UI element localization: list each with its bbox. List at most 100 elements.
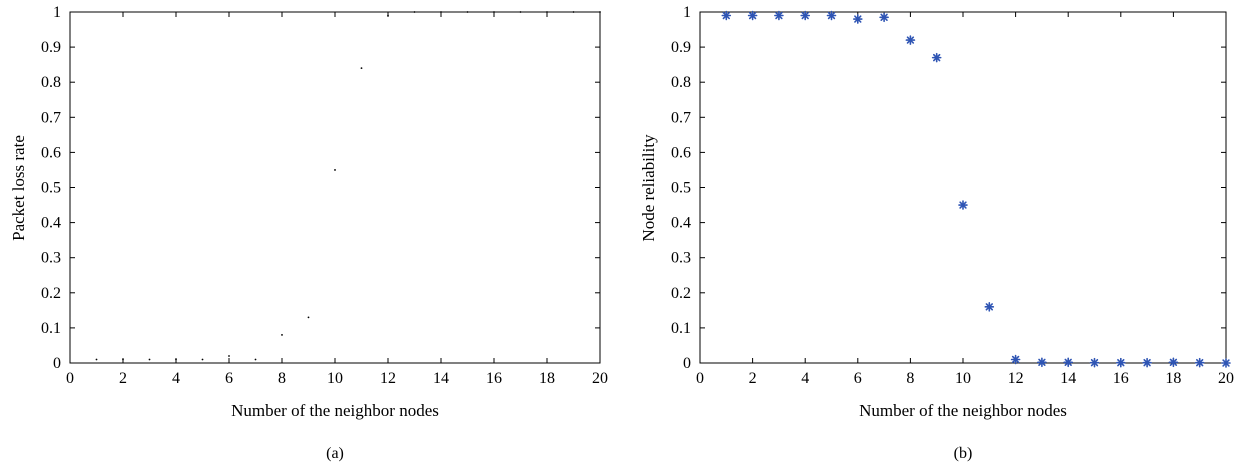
data-point (307, 316, 310, 319)
y-tick-label: 0.6 (41, 144, 61, 161)
y-tick-label: 1 (683, 4, 691, 21)
y-tick-label: 0.1 (671, 320, 691, 337)
data-point (1142, 357, 1152, 368)
y-tick-label: 0.7 (671, 109, 691, 126)
x-tick-label: 12 (1008, 370, 1024, 387)
data-point (466, 11, 469, 13)
y-tick-label: 0.5 (671, 180, 691, 197)
y-tick-label: 0.9 (671, 39, 691, 56)
data-point (1037, 357, 1047, 368)
x-axis-label-a: Number of the neighbor nodes (231, 401, 439, 420)
x-tick-label: 14 (1060, 370, 1076, 387)
data-point (1194, 357, 1205, 368)
data-point (493, 11, 495, 13)
caption-a: (a) (326, 445, 344, 462)
data-point (1116, 357, 1126, 368)
x-tick-label: 4 (801, 370, 809, 387)
chart-panel-a: 0 2 4 6 8 10 12 14 16 18 20 0 0.1 0.2 0.3 0.4 0.5 0.6 0.7 0… (9, 4, 608, 462)
data-point (599, 11, 601, 13)
data-point (931, 52, 942, 63)
data-point (440, 11, 442, 13)
caption-b: (b) (954, 445, 973, 462)
chart-panel-b: 0 2 4 6 8 10 12 14 16 18 20 0 0.1 0.2 0.3 0.4 0.5 0.6 0.7 0… (639, 4, 1234, 462)
data-point (254, 358, 257, 361)
y-axis-label-a: Packet loss rate (9, 135, 28, 241)
y-tick-label: 0 (53, 355, 61, 372)
data-point (879, 12, 889, 23)
data-point (1063, 357, 1073, 368)
axes-box-b (699, 11, 1227, 364)
x-tick-label: 6 (225, 370, 233, 387)
data-point (95, 358, 98, 361)
x-tick-label: 10 (955, 370, 971, 387)
data-point (984, 302, 995, 312)
x-tick-label: 16 (486, 370, 502, 387)
x-tick-label: 20 (1218, 370, 1234, 387)
data-point (334, 169, 336, 171)
x-tick-label: 14 (433, 370, 449, 387)
data-point (774, 10, 784, 21)
y-tick-label: 0 (683, 355, 691, 372)
data-point (1168, 357, 1179, 368)
x-tick-label: 18 (539, 370, 555, 387)
data-point (201, 358, 204, 361)
y-tick-label: 0.5 (41, 180, 61, 197)
data-point (122, 358, 124, 361)
y-tick-label: 0.3 (41, 250, 61, 267)
x-tick-label: 8 (278, 370, 286, 387)
data-point (572, 11, 575, 13)
data-point (1221, 358, 1231, 368)
data-point (228, 355, 230, 357)
y-tick-label: 0.1 (41, 320, 61, 337)
data-point (175, 358, 177, 361)
x-tick-label: 2 (749, 370, 757, 387)
y-tick-label: 0.2 (41, 285, 61, 302)
axes-box-a (69, 11, 601, 364)
data-point (519, 11, 522, 13)
y-axis-label-b: Node reliability (639, 134, 658, 242)
y-tick-label: 0.4 (671, 215, 691, 232)
data-point (387, 14, 389, 17)
y-tick-label: 0.3 (671, 250, 691, 267)
y-tick-label: 0.7 (41, 109, 61, 126)
x-tick-label: 4 (172, 370, 180, 387)
data-point (721, 10, 732, 21)
x-tick-label: 18 (1165, 370, 1181, 387)
y-tick-label: 0.4 (41, 215, 61, 232)
y-tick-label: 0.2 (671, 285, 691, 302)
points-b (721, 10, 1231, 368)
x-tick-label: 12 (380, 370, 396, 387)
data-point (413, 11, 416, 13)
data-point (958, 200, 968, 210)
y-tick-label: 0.8 (41, 74, 61, 91)
x-tick-label: 8 (906, 370, 914, 387)
y-tick-label: 1 (53, 4, 61, 21)
x-tick-label: 0 (696, 370, 704, 387)
x-tick-label: 16 (1113, 370, 1129, 387)
data-point (1010, 354, 1021, 365)
ticks-a: 0 2 4 6 8 10 12 14 16 18 20 0 0.1 0.2 0.3 0.4 0.5 0.6 0.7 0… (41, 4, 608, 387)
x-tick-label: 6 (854, 370, 862, 387)
x-tick-label: 0 (66, 370, 74, 387)
x-axis-label-b: Number of the neighbor nodes (859, 401, 1067, 420)
data-point (905, 35, 916, 45)
points-a (95, 11, 601, 361)
data-point (281, 334, 283, 336)
data-point (852, 14, 863, 24)
data-point (148, 358, 151, 361)
data-point (800, 10, 811, 21)
data-point (360, 67, 363, 70)
ticks-b: 0 2 4 6 8 10 12 14 16 18 20 0 0.1 0.2 0.3 0.4 0.5 0.6 0.7 0… (671, 4, 1234, 387)
y-tick-label: 0.8 (671, 74, 691, 91)
x-tick-label: 2 (119, 370, 127, 387)
data-point (1089, 357, 1100, 368)
x-tick-label: 10 (327, 370, 343, 387)
data-point (546, 11, 548, 13)
x-tick-label: 20 (592, 370, 608, 387)
data-point (826, 10, 837, 21)
y-tick-label: 0.9 (41, 39, 61, 56)
data-point (747, 10, 758, 21)
y-tick-label: 0.6 (671, 144, 691, 161)
